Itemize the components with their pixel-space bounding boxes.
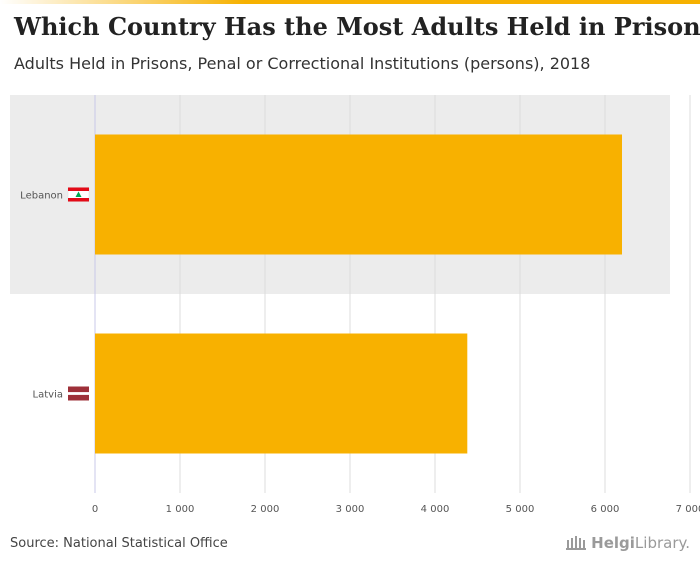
chart-subtitle: Adults Held in Prisons, Penal or Correct… — [14, 54, 591, 73]
x-tick-label: 5 000 — [506, 504, 535, 515]
bar-chart: Lebanon Latvia 0 1 000 2 000 3 000 4 000 5 000… — [10, 95, 700, 515]
helgi-library-logo: HelgiLibrary. — [565, 534, 690, 552]
bar-latvia — [95, 333, 468, 454]
x-tick-label: 7 000 — [676, 504, 700, 515]
x-tick-label: 3 000 — [336, 504, 365, 515]
logo-text: HelgiLibrary. — [591, 534, 690, 552]
y-category-label: Lebanon — [20, 191, 63, 202]
library-building-icon — [566, 536, 587, 550]
latvia-flag-icon — [68, 386, 89, 401]
x-tick-label: 4 000 — [421, 504, 450, 515]
bar-lebanon — [95, 134, 622, 255]
top-accent-rule — [0, 0, 700, 4]
chart-title: Which Country Has the Most Adults Held i… — [14, 12, 700, 41]
x-tick-label: 1 000 — [166, 504, 195, 515]
x-tick-label: 2 000 — [251, 504, 280, 515]
lebanon-flag-icon — [67, 187, 90, 202]
source-note: Source: National Statistical Office — [10, 536, 228, 551]
y-category-label: Latvia — [33, 390, 63, 401]
x-tick-label: 0 — [92, 504, 98, 515]
x-tick-label: 6 000 — [591, 504, 620, 515]
